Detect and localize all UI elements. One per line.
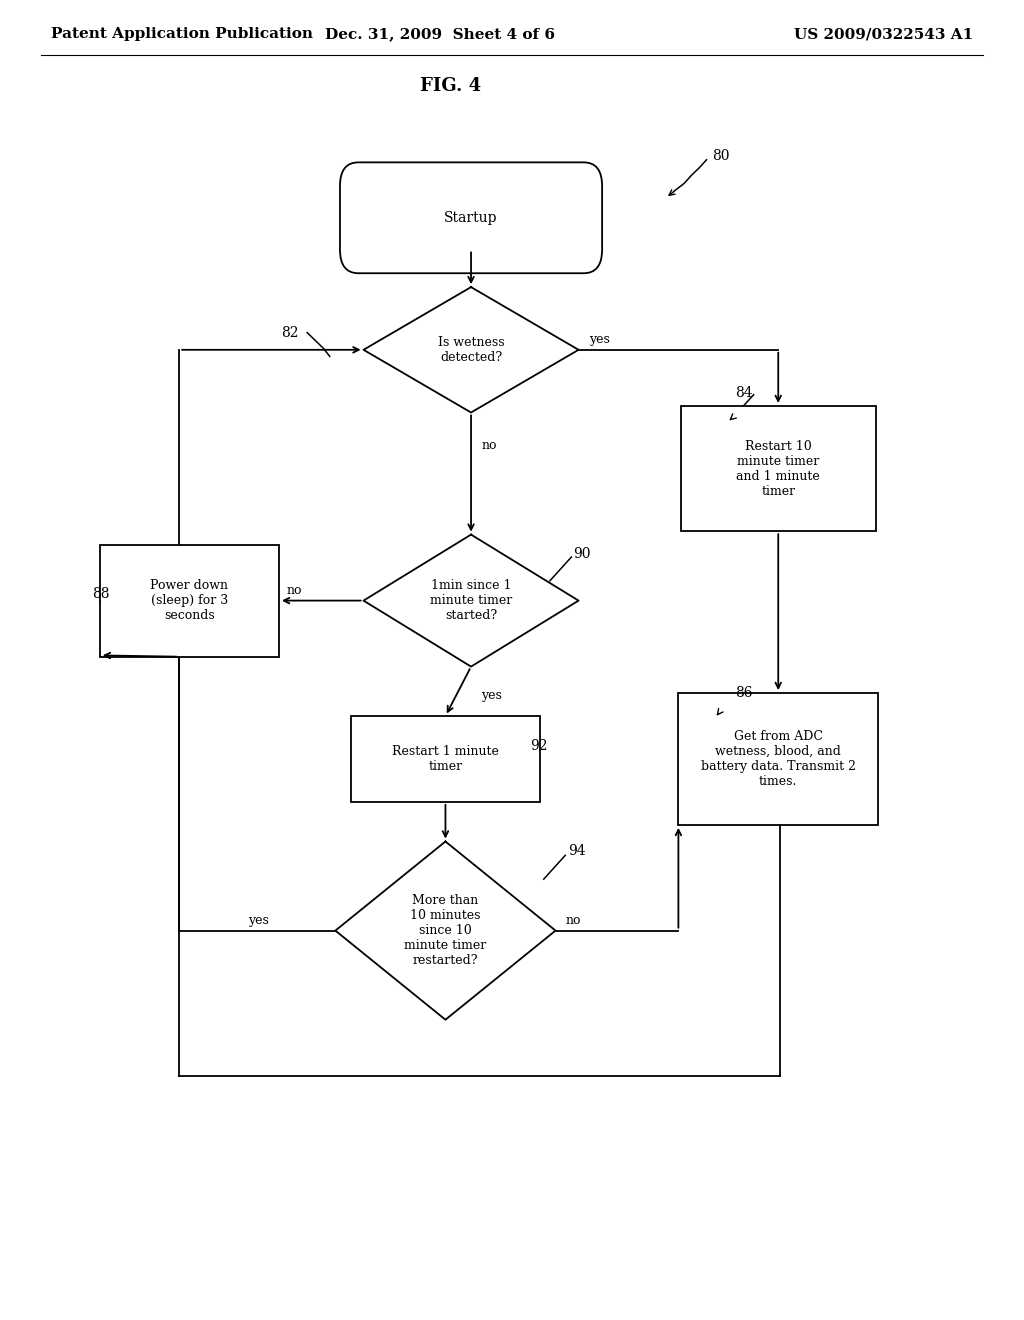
Text: Restart 1 minute
timer: Restart 1 minute timer bbox=[392, 744, 499, 774]
FancyBboxPatch shape bbox=[340, 162, 602, 273]
Text: no: no bbox=[565, 913, 582, 927]
Text: Power down
(sleep) for 3
seconds: Power down (sleep) for 3 seconds bbox=[151, 579, 228, 622]
Text: Patent Application Publication: Patent Application Publication bbox=[51, 28, 313, 41]
Text: yes: yes bbox=[589, 333, 609, 346]
Text: 88: 88 bbox=[92, 587, 110, 601]
Text: Startup: Startup bbox=[444, 211, 498, 224]
Bar bbox=[681, 407, 876, 531]
Text: FIG. 4: FIG. 4 bbox=[420, 77, 481, 95]
Text: Dec. 31, 2009  Sheet 4 of 6: Dec. 31, 2009 Sheet 4 of 6 bbox=[326, 28, 555, 41]
Text: Is wetness
detected?: Is wetness detected? bbox=[437, 335, 505, 364]
Text: Restart 10
minute timer
and 1 minute
timer: Restart 10 minute timer and 1 minute tim… bbox=[736, 440, 820, 498]
Text: no: no bbox=[287, 583, 302, 597]
Text: 84: 84 bbox=[735, 387, 753, 400]
Text: 1min since 1
minute timer
started?: 1min since 1 minute timer started? bbox=[430, 579, 512, 622]
Bar bbox=[678, 693, 878, 825]
Text: 82: 82 bbox=[282, 326, 299, 339]
Text: 86: 86 bbox=[735, 686, 753, 700]
Bar bbox=[100, 544, 279, 656]
Text: 92: 92 bbox=[530, 739, 548, 752]
Text: no: no bbox=[481, 440, 497, 451]
Text: Get from ADC
wetness, blood, and
battery data. Transmit 2
times.: Get from ADC wetness, blood, and battery… bbox=[700, 730, 856, 788]
Bar bbox=[350, 717, 541, 803]
Text: More than
10 minutes
since 10
minute timer
restarted?: More than 10 minutes since 10 minute tim… bbox=[404, 894, 486, 968]
Text: yes: yes bbox=[481, 689, 502, 702]
Text: yes: yes bbox=[248, 913, 269, 927]
Text: US 2009/0322543 A1: US 2009/0322543 A1 bbox=[794, 28, 973, 41]
Text: 80: 80 bbox=[712, 149, 729, 162]
Text: 90: 90 bbox=[573, 548, 591, 561]
Text: 94: 94 bbox=[568, 845, 586, 858]
